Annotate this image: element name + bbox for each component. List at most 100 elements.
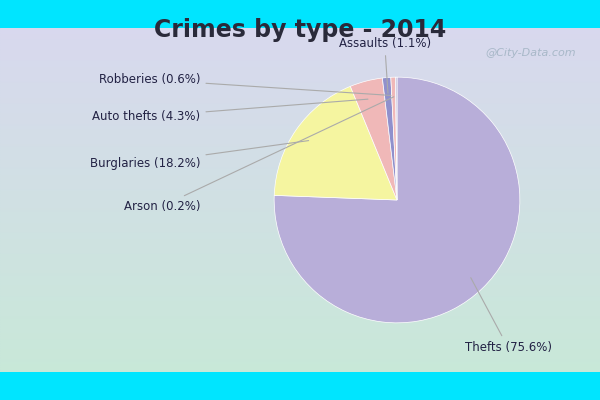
Bar [0,370,600,372]
Wedge shape [395,77,397,200]
Bar [0,32,600,33]
Bar [0,264,600,265]
Bar [0,255,600,257]
Bar [0,329,600,331]
Bar [0,33,600,35]
Text: Burglaries (18.2%): Burglaries (18.2%) [90,141,308,170]
Bar [0,336,600,338]
Bar [0,176,600,178]
Bar [0,353,600,355]
Bar [0,320,600,322]
Bar [0,195,600,196]
Bar [0,348,600,350]
Bar [0,159,600,160]
Bar [0,341,600,343]
Bar [0,105,600,107]
Bar [0,233,600,234]
Bar [0,59,600,61]
Bar [0,184,600,186]
Bar [0,110,600,112]
Bar [0,119,600,121]
Bar [0,326,600,327]
Wedge shape [274,86,397,200]
Bar [0,200,600,202]
Bar [0,298,600,300]
Bar [0,83,600,85]
Bar [0,133,600,135]
Bar [0,236,600,238]
Bar [0,368,600,370]
Bar [0,193,600,195]
Bar [0,246,600,248]
Bar [0,252,600,253]
Bar [0,300,600,302]
Bar [0,118,600,119]
Bar [0,92,600,93]
Bar [0,224,600,226]
Bar [0,343,600,344]
Bar [0,188,600,190]
Bar [0,338,600,339]
Wedge shape [274,77,520,323]
Bar [0,131,600,133]
Bar [0,290,600,291]
Bar [0,171,600,172]
Text: @City-Data.com: @City-Data.com [485,48,576,58]
Bar [0,124,600,126]
Bar [0,305,600,307]
Bar [0,312,600,314]
Bar [0,109,600,110]
Bar [0,262,600,264]
Bar [0,66,600,68]
Bar [0,198,600,200]
Bar [0,80,600,81]
Bar [0,138,600,140]
Bar [0,47,600,49]
Bar [0,49,600,50]
Bar [0,327,600,329]
Bar [0,142,600,143]
Bar [0,279,600,281]
Text: Thefts (75.6%): Thefts (75.6%) [464,278,551,354]
Bar [0,258,600,260]
Bar [0,122,600,124]
Bar [0,324,600,326]
Bar [0,61,600,62]
Bar [0,307,600,308]
Bar [0,116,600,118]
Bar [0,356,600,358]
Bar [0,104,600,105]
Bar [0,56,600,57]
Bar [0,281,600,282]
Bar [0,97,600,98]
Bar [0,126,600,128]
Bar [0,62,600,64]
Bar [0,331,600,332]
Bar [0,238,600,240]
Bar [0,226,600,228]
Bar [0,269,600,270]
Bar [0,205,600,207]
Bar [0,192,600,193]
Bar [0,148,600,150]
Bar [0,214,600,216]
Bar [0,250,600,252]
Bar [0,86,600,88]
Bar [0,44,600,45]
Bar [0,162,600,164]
Bar [0,100,600,102]
Bar [0,334,600,336]
Bar [0,166,600,167]
Bar [0,154,600,155]
Bar [0,245,600,246]
Bar [0,98,600,100]
Bar [0,85,600,86]
Bar [0,135,600,136]
Bar [0,303,600,305]
Bar [0,274,600,276]
Wedge shape [391,77,397,200]
Bar [0,319,600,320]
Bar [0,365,600,367]
Bar [0,54,600,56]
Bar [0,322,600,324]
